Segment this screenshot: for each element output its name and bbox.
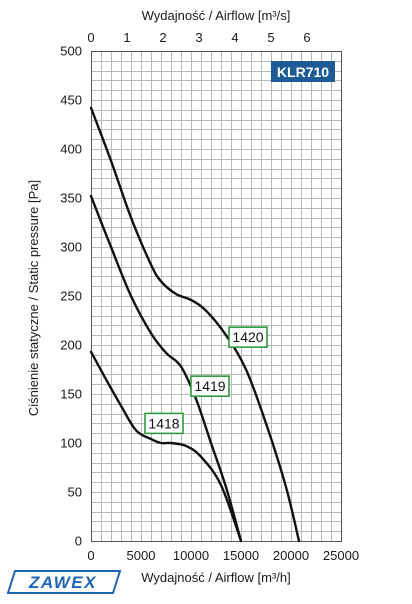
x-tick-label: 15000 xyxy=(223,548,259,563)
y-tick-label: 0 xyxy=(75,534,82,549)
y-tick-label: 350 xyxy=(60,191,82,206)
plot-frame xyxy=(91,51,342,542)
x-top-tick-label: 2 xyxy=(159,30,166,45)
series-label-1418: 1418 xyxy=(148,415,179,431)
y-tick-label: 500 xyxy=(60,44,82,59)
y-tick-label: 300 xyxy=(60,240,82,255)
y-tick-label: 150 xyxy=(60,387,82,402)
y-tick-label: 200 xyxy=(60,338,82,353)
series-label-box-1420 xyxy=(228,326,268,348)
x-top-tick-label: 1 xyxy=(123,30,130,45)
y-tick-label: 450 xyxy=(60,93,82,108)
curve-1418 xyxy=(89,350,243,543)
series-label-box-1418 xyxy=(144,412,184,435)
series-label-1420: 1420 xyxy=(232,329,263,345)
model-badge-text: KLR710 xyxy=(277,64,329,80)
x-top-tick-label: 5 xyxy=(267,30,274,45)
model-badge: KLR710 xyxy=(271,61,335,82)
x-tick-label: 5000 xyxy=(127,548,156,563)
model-badge-background xyxy=(271,61,335,82)
y-tick-label: 400 xyxy=(60,142,82,157)
curve-1420 xyxy=(89,106,301,543)
x-top-tick-label: 4 xyxy=(231,30,238,45)
logo-frame xyxy=(6,570,122,594)
y-axis-title: Ciśnienie statyczne / Static pressure [P… xyxy=(26,180,41,416)
x-top-ticks: 0 1 2 3 4 5 6 xyxy=(87,30,310,45)
y-tick-label: 50 xyxy=(68,485,82,500)
series-labels: 1418 1419 1420 xyxy=(144,326,268,435)
logo-text: ZAWEX xyxy=(28,573,97,592)
series-label-1419: 1419 xyxy=(194,378,225,394)
x-top-tick-label: 3 xyxy=(195,30,202,45)
y-tick-label: 250 xyxy=(60,289,82,304)
y-tick-label: 100 xyxy=(60,436,82,451)
x-ticks: 0 5000 10000 15000 20000 25000 xyxy=(87,548,359,563)
x-top-tick-label: 0 xyxy=(87,30,94,45)
x-tick-label: 0 xyxy=(87,548,94,563)
x-top-axis-title: Wydajność / Airflow [m³/s] xyxy=(142,8,291,23)
curve-1419 xyxy=(89,194,243,543)
x-tick-label: 10000 xyxy=(173,548,209,563)
x-top-tick-label: 6 xyxy=(303,30,310,45)
y-ticks: 0 50 100 150 200 250 300 350 400 450 500 xyxy=(60,44,82,549)
series-label-box-1419 xyxy=(190,375,230,397)
plot-grid xyxy=(91,51,342,542)
zawex-logo: ZAWEX xyxy=(6,570,122,594)
curves xyxy=(89,106,301,543)
x-bottom-axis-title: Wydajność / Airflow [m³/h] xyxy=(141,570,290,585)
x-tick-label: 25000 xyxy=(323,548,359,563)
x-tick-label: 20000 xyxy=(273,548,309,563)
